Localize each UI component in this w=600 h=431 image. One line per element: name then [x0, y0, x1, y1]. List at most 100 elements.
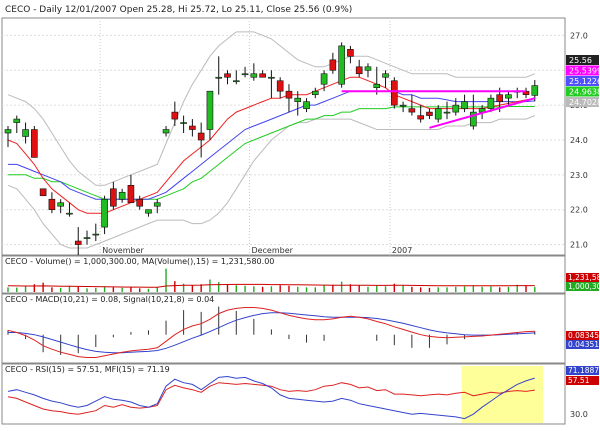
rsi-panel: CECO - RSI(15) = 57.51, MFI(15) = 71.19 …	[1, 363, 599, 425]
candle-body	[338, 45, 345, 85]
candle-body	[391, 80, 398, 106]
candle-body	[303, 101, 310, 109]
candle-body	[382, 73, 389, 78]
candle-body	[505, 94, 512, 99]
candle-body	[13, 118, 21, 123]
bollinger-lower-line	[7, 115, 535, 249]
candle-body	[443, 111, 451, 114]
candle-body	[364, 66, 372, 71]
candle-body	[461, 101, 468, 109]
price-tag-box	[566, 97, 599, 107]
macd-label: CECO - MACD(10,21) = 0.08, Signal(10,21,…	[5, 295, 214, 304]
price-tag-label: 25.5399	[569, 67, 600, 76]
candle-body	[268, 76, 275, 79]
candle-body	[39, 188, 47, 197]
price-tick-label: 21.0	[570, 241, 588, 250]
candle-body	[145, 209, 152, 214]
rsi-tick-label: 30.0	[570, 410, 588, 419]
candle-body	[294, 97, 302, 102]
rsi-label: CECO - RSI(15) = 57.51, MFI(15) = 71.19	[5, 365, 170, 374]
rsi-tag-box	[566, 376, 599, 385]
volume-panel: CECO - Volume() = 1,000,300.00, MA(Volum…	[1, 255, 600, 294]
macd-tag-box	[566, 340, 599, 349]
candle-body	[311, 90, 319, 95]
candle-body	[92, 233, 100, 236]
candle-body	[250, 73, 258, 78]
candle-body	[127, 184, 135, 204]
rsi-highlight-region	[461, 366, 543, 423]
candle-body	[57, 202, 64, 207]
price-tag-label: 24.9638	[569, 88, 600, 97]
candle-body	[162, 129, 170, 134]
candle-body	[22, 129, 29, 137]
macd-tag-box	[566, 331, 599, 340]
candle-body	[83, 237, 91, 239]
candle-body	[531, 85, 539, 96]
candle-body	[136, 198, 143, 207]
candle-body	[259, 73, 266, 78]
candle-body	[408, 108, 416, 113]
mfi-line	[7, 375, 535, 420]
candle-body	[189, 125, 196, 130]
price-tag-label: 24.7028	[569, 98, 600, 107]
candle-body	[355, 66, 363, 75]
candle-body	[74, 240, 82, 245]
candle-body	[224, 73, 231, 78]
candle-body	[180, 122, 187, 124]
rsi-tag-label: 57.51	[568, 376, 590, 385]
candle-body	[417, 115, 424, 120]
macd-tag-label: 0.043513	[568, 340, 600, 349]
rsi-line	[7, 382, 535, 415]
candle-body	[373, 83, 381, 89]
volume-tag-label: 1,231,580	[568, 273, 600, 282]
trend-line	[429, 97, 536, 129]
price-tag-label: 25.1226	[569, 77, 600, 86]
candle-body	[197, 132, 205, 141]
ma-blue-line	[8, 90, 535, 200]
macd-line	[7, 307, 535, 358]
candle-body	[434, 108, 442, 120]
price-tick-label: 27.0	[570, 31, 588, 40]
candle-body	[118, 191, 126, 200]
candle-body	[215, 76, 223, 79]
price-tag-box	[566, 86, 599, 97]
candle-body	[101, 198, 108, 228]
rsi-tag-label: 71.1887	[568, 366, 599, 375]
month-label: December	[251, 246, 293, 255]
volume-tag-box	[566, 273, 599, 282]
bollinger-upper-line	[7, 31, 535, 186]
price-tag-box	[566, 76, 599, 86]
macd-tag-label: 0.083452	[568, 331, 600, 340]
candle-body	[153, 202, 161, 207]
candle-body	[470, 111, 477, 127]
volume-tag-label: 1,000,300	[568, 282, 600, 291]
month-label: 2007	[392, 246, 412, 255]
candle-body	[232, 80, 240, 83]
candle-body	[4, 129, 12, 134]
price-panel: CECO - Daily 12/01/2007 Open 25.28, Hi 2…	[1, 5, 600, 424]
candle-body	[241, 73, 249, 76]
macd-panel: CECO - MACD(10,21) = 0.08, Signal(10,21,…	[1, 293, 600, 364]
candle-body	[48, 198, 56, 210]
macd-signal-line	[8, 312, 535, 354]
candle-body	[347, 49, 354, 57]
candle-body	[110, 188, 117, 207]
candle-body	[285, 90, 293, 99]
candle-body	[487, 97, 495, 109]
price-tick-label: 23.0	[570, 171, 588, 180]
candle-body	[329, 59, 337, 71]
candle-body	[452, 104, 460, 113]
price-tag-box	[566, 55, 599, 65]
price-tag-box	[566, 65, 599, 76]
candle-body	[496, 94, 503, 102]
candle-body	[276, 80, 284, 92]
volume-tag-box	[566, 282, 599, 291]
chart-title: CECO - Daily 12/01/2007 Open 25.28, Hi 2…	[5, 5, 352, 15]
month-label: November	[102, 246, 144, 255]
candle-body	[320, 73, 328, 85]
candle-body	[399, 104, 407, 107]
rsi-tag-box	[566, 366, 599, 375]
volume-ma-line	[7, 283, 535, 288]
price-tick-label: 24.0	[570, 136, 588, 145]
